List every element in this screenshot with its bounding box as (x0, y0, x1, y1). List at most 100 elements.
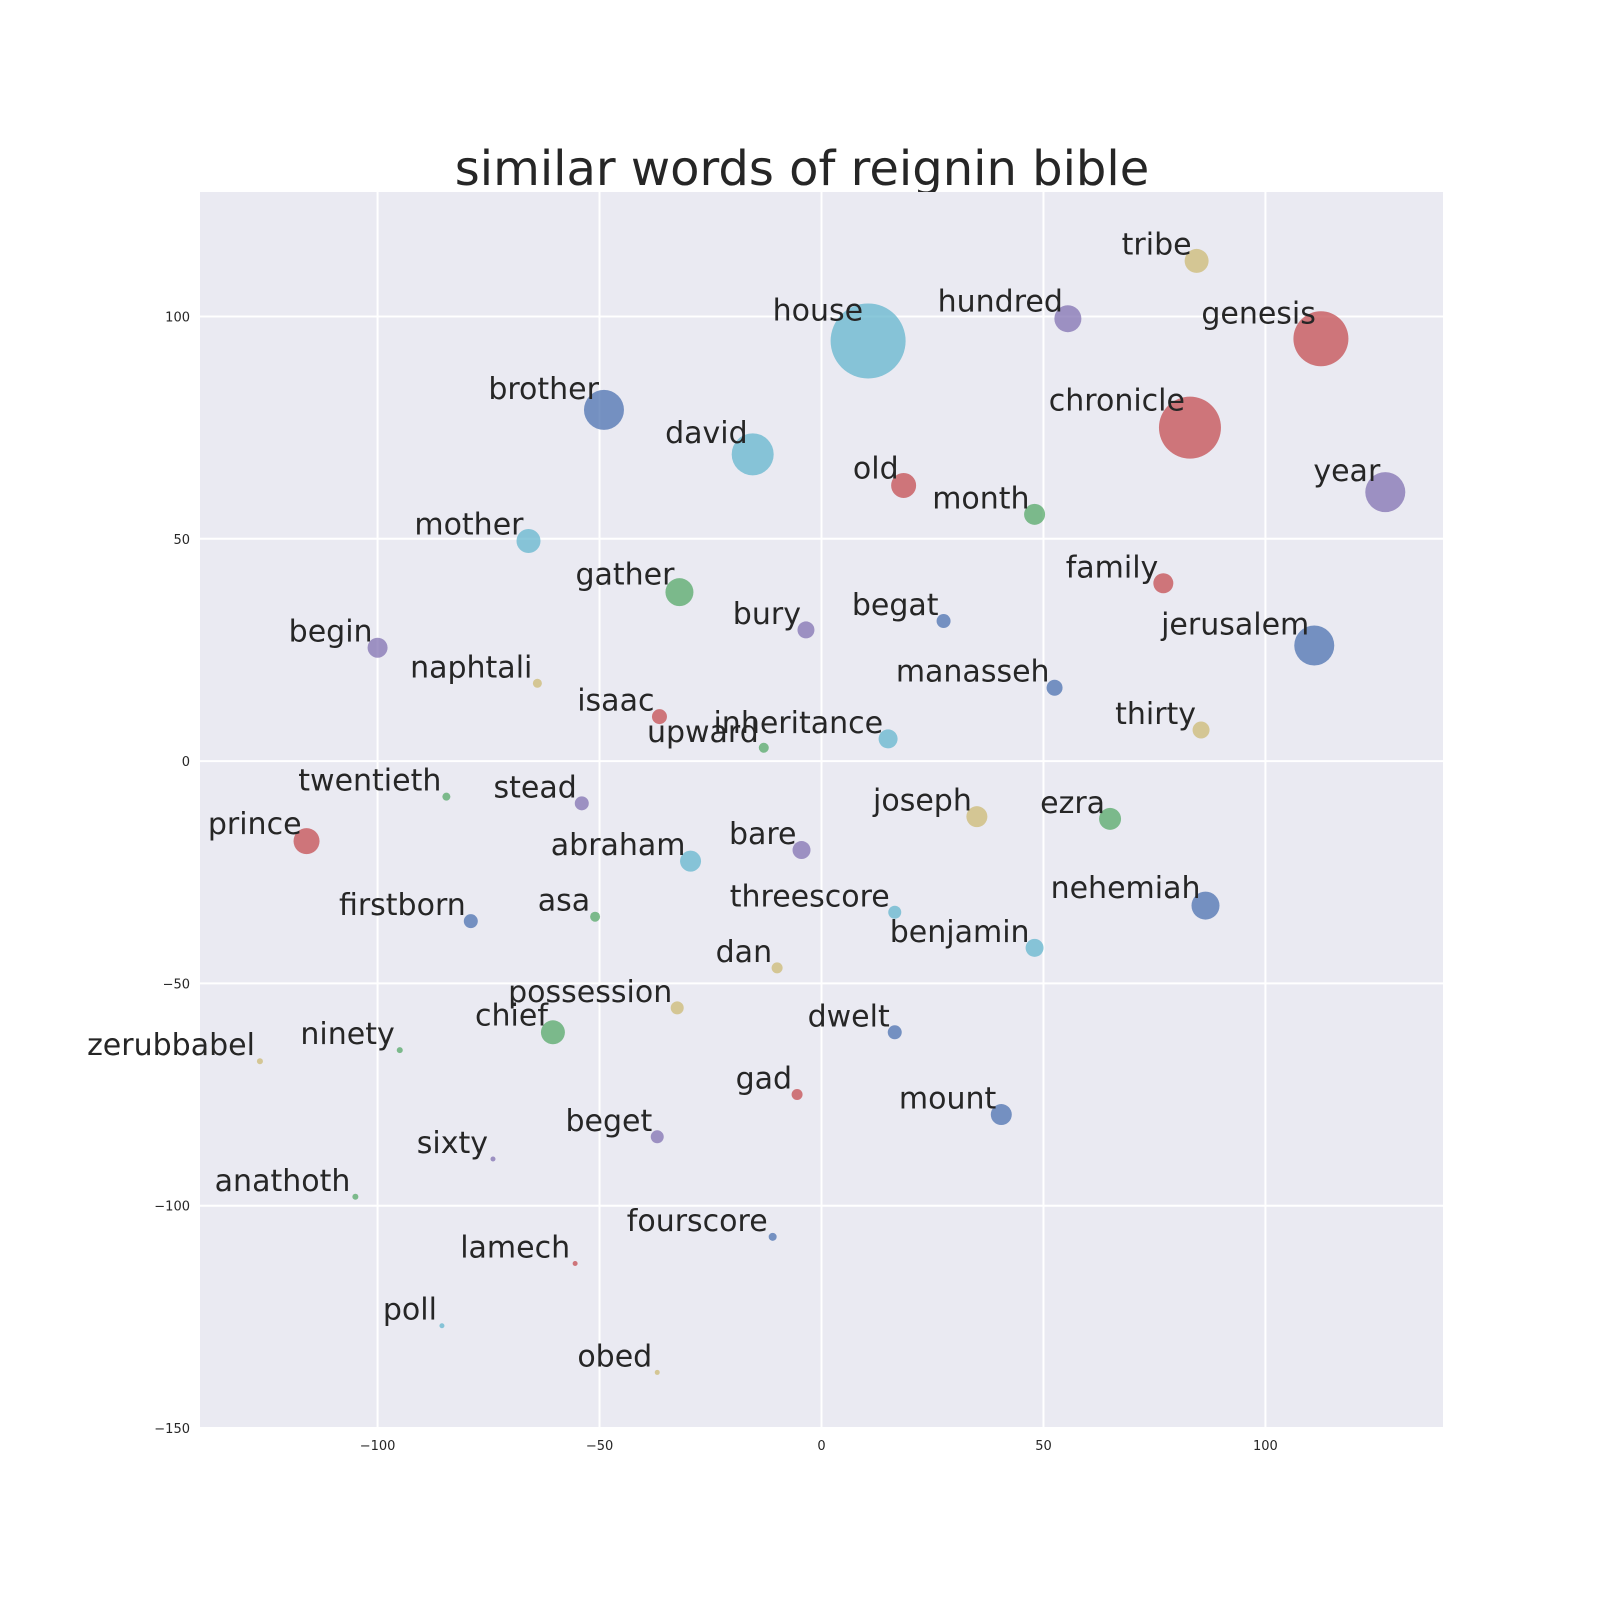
point-manasseh (1046, 679, 1063, 696)
label-tribe: tribe (1122, 227, 1192, 262)
point-zerubbabel (256, 1058, 263, 1065)
label-poll: poll (383, 1293, 437, 1328)
point-obed (654, 1369, 660, 1375)
x-tick-label: −50 (586, 1439, 613, 1454)
point-david (731, 433, 774, 476)
label-possession: possession (508, 975, 672, 1010)
label-zerubbabel: zerubbabel (87, 1028, 255, 1063)
point-bury (797, 621, 815, 639)
label-hundred: hundred (938, 284, 1063, 319)
label-thirty: thirty (1115, 697, 1196, 732)
label-abraham: abraham (551, 828, 686, 863)
point-anathoth (352, 1193, 359, 1200)
point-upward (758, 742, 769, 753)
label-upward: upward (647, 715, 759, 750)
label-gather: gather (575, 557, 675, 592)
point-family (1153, 573, 1174, 594)
label-naphtali: naphtali (410, 650, 532, 685)
point-begat (936, 614, 951, 629)
label-old: old (853, 452, 899, 487)
label-benjamin: benjamin (890, 915, 1030, 950)
point-possession (670, 1001, 684, 1015)
y-tick-label: −50 (163, 977, 190, 992)
label-dan: dan (716, 935, 772, 970)
point-sixty (490, 1156, 496, 1162)
point-ezra (1099, 807, 1122, 830)
point-stead (574, 796, 589, 811)
label-obed: obed (577, 1339, 652, 1374)
label-fourscore: fourscore (627, 1204, 768, 1239)
point-gad (791, 1089, 803, 1101)
y-tick-label: −150 (154, 1422, 190, 1437)
label-house: house (773, 293, 863, 328)
point-prince (293, 828, 320, 855)
label-chronicle: chronicle (1049, 384, 1185, 419)
point-dan (771, 962, 783, 974)
label-twentieth: twentieth (298, 764, 441, 799)
point-mother (516, 529, 541, 554)
label-mount: mount (899, 1082, 997, 1117)
x-axis-ticks: −100 −50 0 50 100 (360, 1439, 1278, 1454)
label-firstborn: firstborn (339, 888, 466, 923)
point-joseph (966, 806, 988, 828)
point-chronicle (1158, 396, 1221, 459)
point-asa (590, 911, 601, 922)
label-bare: bare (729, 817, 797, 852)
label-brother: brother (488, 372, 599, 407)
label-chief: chief (475, 999, 549, 1034)
label-family: family (1066, 550, 1159, 585)
label-isaac: isaac (577, 684, 654, 719)
point-year (1365, 472, 1406, 513)
x-tick-label: 50 (1035, 1439, 1052, 1454)
x-tick-label: 0 (817, 1439, 825, 1454)
point-bare (792, 841, 811, 860)
point-genesis (1293, 311, 1349, 367)
label-mother: mother (414, 507, 524, 542)
label-anathoth: anathoth (215, 1164, 351, 1199)
label-jerusalem: jerusalem (1160, 607, 1309, 642)
point-inheritance (878, 729, 898, 749)
point-hundred (1054, 305, 1082, 333)
point-house (830, 303, 906, 379)
label-asa: asa (538, 884, 590, 919)
label-gad: gad (736, 1062, 792, 1097)
label-begin: begin (289, 615, 373, 650)
y-axis-ticks: 100 50 0 −50 −100 −150 (154, 310, 190, 1437)
point-twentieth (442, 792, 451, 801)
data-points (256, 248, 1406, 1375)
label-dwelt: dwelt (808, 999, 890, 1034)
y-tick-label: −100 (154, 1200, 190, 1215)
point-tribe (1184, 248, 1209, 273)
point-mount (990, 1104, 1012, 1126)
label-sixty: sixty (417, 1126, 488, 1161)
label-david: david (665, 416, 748, 451)
label-manasseh: manasseh (896, 655, 1050, 690)
point-labels: tribe hundred house genesis brother chronicle… (87, 227, 1381, 1374)
point-dwelt (887, 1025, 902, 1040)
point-poll (439, 1323, 445, 1329)
x-tick-label: −100 (360, 1439, 396, 1454)
label-year: year (1313, 454, 1381, 489)
y-tick-label: 0 (182, 755, 190, 770)
label-month: month (932, 481, 1029, 516)
label-ezra: ezra (1040, 786, 1105, 821)
point-threescore (888, 905, 902, 919)
x-tick-label: 100 (1253, 1439, 1278, 1454)
point-benjamin (1025, 938, 1044, 957)
point-old (891, 472, 917, 498)
point-firstborn (463, 914, 478, 929)
label-begat: begat (852, 588, 939, 623)
point-gather (665, 578, 694, 607)
y-tick-label: 100 (165, 310, 190, 325)
point-abraham (680, 850, 702, 872)
point-ninety (396, 1047, 403, 1054)
point-isaac (651, 709, 667, 725)
label-ninety: ninety (300, 1017, 394, 1052)
label-inheritance: inheritance (713, 706, 883, 741)
grid-lines (200, 192, 1443, 1429)
point-naphtali (532, 678, 542, 688)
point-month (1024, 503, 1046, 525)
label-joseph: joseph (872, 784, 972, 819)
label-stead: stead (493, 770, 576, 805)
chart-title: similar words of reignin bible (455, 141, 1150, 197)
